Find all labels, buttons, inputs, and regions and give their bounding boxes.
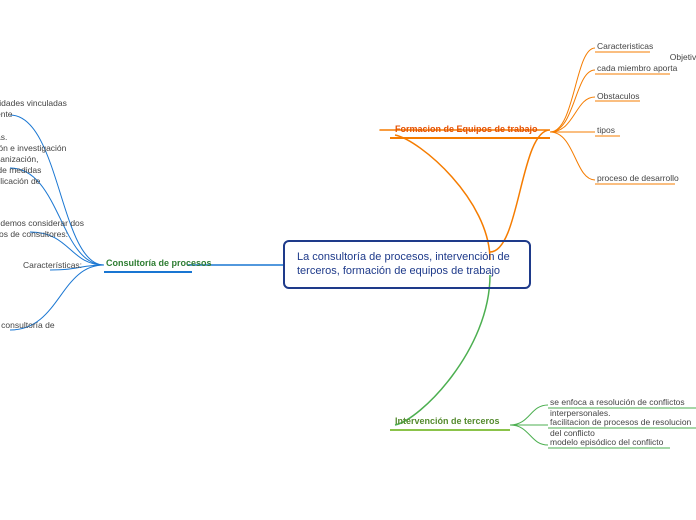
br-item-1: facilitacion de procesos de resolucion d…	[550, 417, 696, 439]
root-node[interactable]: La consultoría de procesos, intervención…	[283, 240, 531, 289]
br-item-0: se enfoca a resolución de conflictos int…	[550, 397, 696, 419]
tr-row0-a: Caracteristicas	[597, 41, 653, 52]
left-item-4: rre a la consultoría de	[0, 320, 90, 331]
branch-intervencion[interactable]: Intervención de terceros	[395, 416, 500, 430]
tr-row0-b: Objetivo en comun	[665, 41, 696, 63]
left-item-1: personas. ntificación e investigación ca…	[0, 132, 100, 187]
tr-row2-a: Obstaculos	[597, 91, 640, 102]
left-item-3: Características:	[23, 260, 82, 271]
tr-row3-a: tipos	[597, 125, 615, 136]
branch-formacion[interactable]: Formacion de Equipos de trabajo	[395, 124, 538, 138]
left-item-0: de actividades vinculadas nadamente	[0, 98, 100, 120]
tr-row0-b-text: Objetivo en comun	[670, 52, 696, 62]
tr-row4-a: proceso de desarrollo	[597, 173, 679, 184]
br-item-2: modelo episódico del conflicto	[550, 437, 663, 448]
tr-row1-a: cada miembro aporta	[597, 63, 677, 74]
left-item-2: Podemos considerar dos tipos de consulto…	[0, 218, 100, 240]
branch-consultoria[interactable]: Consultoría de procesos	[106, 258, 212, 272]
